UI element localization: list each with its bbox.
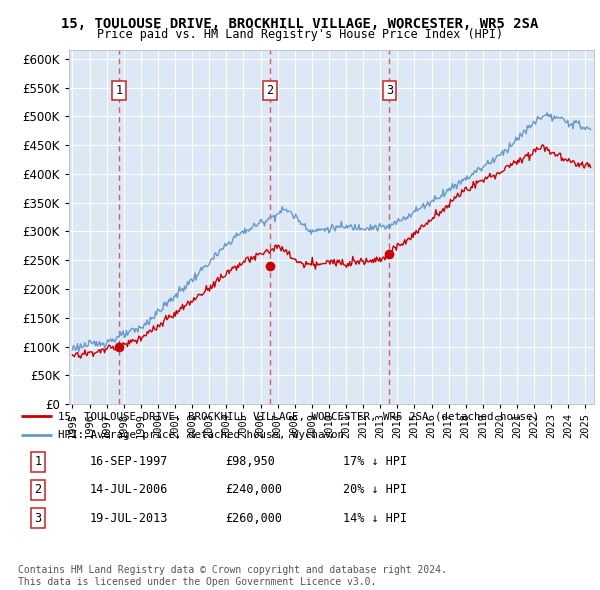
Text: 3: 3 bbox=[386, 84, 393, 97]
Text: Price paid vs. HM Land Registry's House Price Index (HPI): Price paid vs. HM Land Registry's House … bbox=[97, 28, 503, 41]
Text: 14% ↓ HPI: 14% ↓ HPI bbox=[343, 512, 407, 525]
Text: HPI: Average price, detached house, Wychavon: HPI: Average price, detached house, Wych… bbox=[58, 431, 344, 440]
Text: £260,000: £260,000 bbox=[225, 512, 282, 525]
Text: 1: 1 bbox=[34, 455, 41, 468]
Text: 16-SEP-1997: 16-SEP-1997 bbox=[90, 455, 168, 468]
Text: 1: 1 bbox=[115, 84, 122, 97]
Text: 3: 3 bbox=[34, 512, 41, 525]
Text: 14-JUL-2006: 14-JUL-2006 bbox=[90, 483, 168, 496]
Text: 17% ↓ HPI: 17% ↓ HPI bbox=[343, 455, 407, 468]
Text: 2: 2 bbox=[266, 84, 274, 97]
Text: 19-JUL-2013: 19-JUL-2013 bbox=[90, 512, 168, 525]
Text: Contains HM Land Registry data © Crown copyright and database right 2024.
This d: Contains HM Land Registry data © Crown c… bbox=[18, 565, 447, 587]
Text: 20% ↓ HPI: 20% ↓ HPI bbox=[343, 483, 407, 496]
Text: 15, TOULOUSE DRIVE, BROCKHILL VILLAGE, WORCESTER, WR5 2SA (detached house): 15, TOULOUSE DRIVE, BROCKHILL VILLAGE, W… bbox=[58, 411, 539, 421]
Text: 2: 2 bbox=[34, 483, 41, 496]
Text: £240,000: £240,000 bbox=[225, 483, 282, 496]
Text: 15, TOULOUSE DRIVE, BROCKHILL VILLAGE, WORCESTER, WR5 2SA: 15, TOULOUSE DRIVE, BROCKHILL VILLAGE, W… bbox=[61, 17, 539, 31]
Text: £98,950: £98,950 bbox=[225, 455, 275, 468]
